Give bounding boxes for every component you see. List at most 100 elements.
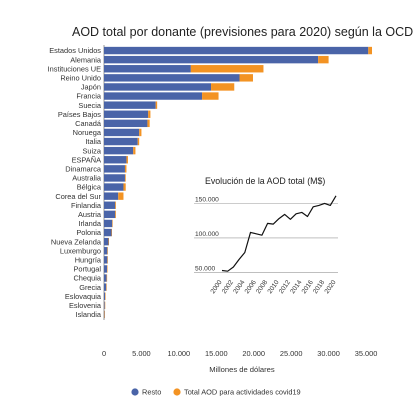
x-axis-title: Millones de dólares bbox=[209, 365, 275, 374]
category-label: Australia bbox=[72, 174, 102, 183]
x-tick-label: 5.000 bbox=[132, 349, 151, 358]
bar-resto bbox=[104, 201, 116, 209]
category-label: Eslovenia bbox=[69, 301, 102, 310]
bar-resto bbox=[104, 174, 125, 182]
x-tick-label: 20.000 bbox=[242, 349, 265, 358]
bar-covid bbox=[106, 274, 108, 282]
x-tick-label: 15.000 bbox=[205, 349, 228, 358]
category-label: Luxemburgo bbox=[60, 246, 101, 255]
category-label: Canadá bbox=[75, 119, 102, 128]
bar-covid bbox=[124, 165, 127, 173]
bar-covid bbox=[107, 256, 108, 264]
bar-resto bbox=[104, 274, 107, 282]
legend-swatch-resto bbox=[131, 388, 139, 396]
bar-covid bbox=[147, 119, 150, 128]
bar-resto bbox=[104, 46, 369, 55]
bar-resto bbox=[104, 192, 119, 200]
bar-covid bbox=[124, 174, 126, 182]
inset-y-tick-label: 150.000 bbox=[195, 196, 219, 203]
category-label: Portugal bbox=[73, 265, 101, 274]
bar-covid bbox=[115, 201, 116, 209]
category-label: Islandia bbox=[76, 310, 102, 319]
bar-covid bbox=[211, 83, 235, 91]
bar-covid bbox=[106, 283, 107, 291]
bar-resto bbox=[104, 74, 240, 82]
bar-covid bbox=[126, 156, 128, 164]
category-label: Alemania bbox=[70, 55, 102, 64]
bar-covid bbox=[155, 101, 158, 109]
bar-resto bbox=[104, 165, 125, 173]
bar-resto bbox=[104, 210, 116, 219]
bar-covid bbox=[115, 210, 116, 219]
x-tick-label: 10.000 bbox=[168, 349, 191, 358]
bar-resto bbox=[104, 256, 108, 264]
bar-resto bbox=[104, 101, 156, 109]
bar-resto bbox=[104, 283, 107, 291]
category-label: Chequia bbox=[73, 274, 101, 283]
bar-covid bbox=[239, 74, 253, 82]
bar-covid bbox=[137, 137, 140, 146]
x-tick-label: 0 bbox=[102, 349, 106, 358]
bar-resto bbox=[104, 92, 203, 100]
category-label: ESPAÑA bbox=[72, 155, 102, 164]
category-label: Nueva Zelanda bbox=[51, 237, 102, 246]
category-label: Austria bbox=[78, 210, 102, 219]
category-label: Estados Unidos bbox=[49, 46, 101, 55]
inset-y-tick-label: 50.000 bbox=[195, 266, 216, 273]
category-label: Dinamarca bbox=[65, 164, 102, 173]
legend: Resto Total AOD para actividades covid19 bbox=[131, 388, 301, 397]
category-label: Grecia bbox=[79, 283, 102, 292]
bar-resto bbox=[104, 156, 127, 164]
bar-covid bbox=[104, 310, 105, 319]
bar-resto bbox=[104, 110, 149, 118]
legend-label-covid: Total AOD para actividades covid19 bbox=[184, 388, 301, 397]
bar-resto bbox=[104, 219, 113, 228]
bar-resto bbox=[104, 83, 212, 91]
category-label: Reino Unido bbox=[60, 73, 101, 82]
bar-resto bbox=[104, 55, 319, 64]
bar-covid bbox=[368, 46, 373, 55]
bar-covid bbox=[104, 301, 106, 310]
bar-covid bbox=[202, 92, 219, 100]
bar-resto bbox=[104, 65, 191, 73]
bar-resto bbox=[104, 183, 124, 191]
legend-label-resto: Resto bbox=[142, 388, 161, 397]
category-label: Italia bbox=[85, 137, 102, 146]
bar-covid bbox=[148, 110, 151, 118]
inset-y-tick-label: 100.000 bbox=[195, 231, 219, 238]
category-label: Instituciones UE bbox=[48, 64, 101, 73]
bar-covid bbox=[133, 146, 136, 155]
bar-covid bbox=[108, 237, 109, 246]
category-label: Finlandia bbox=[71, 201, 102, 210]
bar-resto bbox=[104, 292, 106, 300]
bar-resto bbox=[104, 137, 138, 146]
inset-line-chart: Evolución de la AOD total (M$) 50.000 100.… bbox=[194, 176, 338, 295]
bar-covid bbox=[107, 247, 108, 255]
category-label: Corea del Sur bbox=[55, 192, 101, 201]
category-label: Bélgica bbox=[77, 183, 102, 192]
legend-swatch-covid bbox=[173, 388, 181, 396]
chart-title: AOD total por donante (previsiones para … bbox=[72, 25, 414, 39]
bar-covid bbox=[105, 292, 106, 300]
category-label: Suiza bbox=[83, 146, 102, 155]
bar-resto bbox=[104, 237, 109, 246]
bar-covid bbox=[106, 265, 108, 273]
bar-resto bbox=[104, 265, 107, 273]
bar-covid bbox=[190, 65, 264, 73]
bar-resto bbox=[104, 119, 148, 128]
bar-resto bbox=[104, 146, 134, 155]
bar-covid bbox=[139, 128, 142, 137]
x-tick-label: 25.000 bbox=[280, 349, 303, 358]
bar-resto bbox=[104, 128, 140, 137]
category-label: Hungría bbox=[75, 255, 102, 264]
bar-resto bbox=[104, 301, 105, 310]
category-label: Irlanda bbox=[78, 219, 101, 228]
bar-covid bbox=[123, 183, 126, 191]
category-label: Japón bbox=[81, 83, 101, 92]
category-label: Eslovaquia bbox=[65, 292, 102, 301]
bar-covid bbox=[112, 219, 113, 228]
bar-resto bbox=[104, 228, 112, 237]
